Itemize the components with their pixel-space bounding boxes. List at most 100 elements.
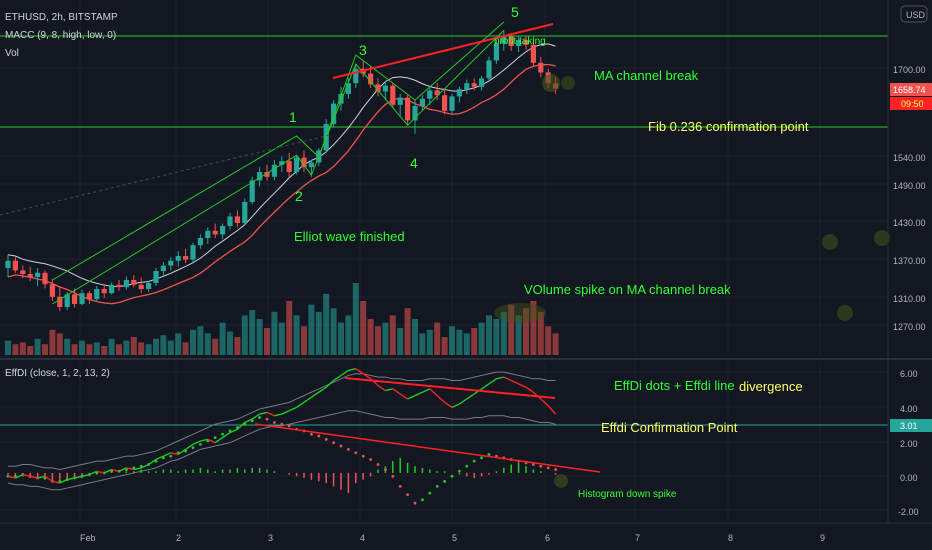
time-axis[interactable]: Feb 2 3 4 5 6 7 8 9 (80, 533, 825, 543)
price-tick: 1270.00 (893, 322, 926, 332)
effdi-dot (406, 493, 409, 497)
time-tick: 2 (176, 533, 181, 543)
countdown-tag (890, 97, 932, 110)
candle-body (109, 284, 115, 294)
candle-body (301, 157, 307, 168)
time-tick: 8 (728, 533, 733, 543)
effdi-line-segment (444, 401, 453, 408)
effdi-line-segment (318, 386, 327, 393)
volume-bar (404, 308, 411, 355)
volume-bar (256, 319, 263, 355)
effdi-line-segment (296, 401, 305, 408)
effdi-line-segment (244, 418, 253, 424)
effdi-line-segment (503, 376, 512, 382)
channel-break-marker-2 (561, 76, 575, 90)
oscillator-title[interactable]: EffDI (close, 1, 2, 13, 2) (5, 368, 110, 379)
volume-bar (145, 344, 152, 355)
effdi-line-segment (518, 383, 527, 388)
effdi-line-segment (59, 479, 68, 484)
candle-body (331, 103, 337, 124)
effdi-dot (199, 442, 202, 446)
effdi-dot (265, 417, 269, 421)
effdi-line-segment (488, 378, 497, 385)
current-price-value: 1658.74 (893, 85, 926, 95)
effdi-line-segment (348, 368, 356, 372)
candle-body (57, 296, 63, 307)
effdi-line-segment (155, 455, 164, 461)
volume-bar (130, 337, 137, 355)
candle-body (412, 106, 418, 121)
oscillator-bands (7, 371, 556, 491)
candle-body (516, 40, 522, 46)
currency-button[interactable] (900, 5, 928, 23)
symbol-title[interactable]: ETHUSD, 2h, BITSTAMP (5, 12, 118, 23)
candle-body (234, 216, 240, 223)
candle-body (397, 97, 403, 105)
effdi-line-segment (177, 448, 186, 456)
price-axis[interactable]: 1700.00 1540.00 1490.00 1430.00 1370.00 … (890, 5, 932, 332)
osc-upper-band (8, 371, 556, 471)
oscillator-axis[interactable]: 6.00 4.00 2.00 0.00 -2.00 3.01 (890, 369, 932, 517)
time-tick: 7 (635, 533, 640, 543)
candle-body (434, 90, 440, 96)
effdi-dot (435, 484, 439, 488)
candle-body (175, 256, 181, 261)
effdi-line-segment (481, 383, 490, 390)
wave-path-upper (52, 21, 505, 281)
fib-confirmation-label: Fib 0.236 confirmation point (648, 119, 809, 134)
effdi-line-segment (229, 428, 238, 434)
effdi-dot (487, 453, 491, 456)
effdi-line-segment (30, 475, 38, 479)
candle-body (264, 172, 270, 177)
effdi-line-segment (118, 467, 127, 472)
effdi-line-segment (399, 393, 408, 400)
effdi-dot (539, 464, 543, 468)
ma-upper-line (7, 43, 556, 288)
volume-bar (389, 315, 396, 355)
volume-bar (545, 326, 552, 355)
effdi-line-segment (89, 470, 98, 476)
volume-bar (426, 329, 433, 355)
price-tick: 1490.00 (893, 181, 926, 191)
volume-bar (212, 338, 219, 355)
effdi-line-segment (547, 405, 557, 415)
effdi-line-segment (333, 374, 342, 382)
wave-1-label: 1 (289, 109, 297, 125)
candle-body (212, 230, 218, 235)
candle-body (257, 172, 263, 181)
effdi-divergence-word: divergence (739, 379, 803, 394)
volume-spike-label: VOlume spike on MA channel break (524, 282, 731, 297)
chart-legend[interactable]: ETHUSD, 2h, BITSTAMP MACC (9, 8, high, l… (5, 12, 118, 379)
volume-bar (338, 322, 344, 355)
indicator-title[interactable]: MACC (9, 8, high, low, 0) (5, 30, 116, 41)
effdi-line-segment (422, 388, 431, 393)
effdi-dot (280, 422, 284, 426)
effdi-dot (347, 448, 350, 451)
effdi-line-segment (251, 413, 260, 420)
effdi-line-segment (377, 384, 386, 392)
volume-bar (367, 319, 374, 355)
effdi-dot (169, 454, 173, 458)
candle-body (442, 95, 448, 111)
volume-bar (138, 342, 145, 355)
volume-bar (508, 304, 515, 355)
effdi-line-segment (163, 452, 172, 457)
elliott-wave-lines (52, 21, 505, 305)
volume-bar (486, 315, 492, 355)
volume-bars (5, 283, 559, 355)
effdi-dot (354, 451, 358, 455)
candle-body (20, 270, 26, 274)
candle-body (35, 272, 41, 277)
effdi-line-segment (525, 386, 534, 393)
effdi-line-segment (392, 388, 401, 395)
candle-body (286, 161, 292, 172)
effdi-line-segment (362, 373, 371, 380)
volume-title[interactable]: Vol (5, 48, 19, 59)
ma-channel-break-label: MA channel break (594, 68, 699, 83)
effdi-dot (324, 437, 328, 441)
marker-dot-2 (874, 230, 890, 246)
candle-body (530, 44, 536, 63)
oscillator-pane[interactable] (0, 362, 888, 520)
price-pane[interactable] (0, 0, 890, 355)
